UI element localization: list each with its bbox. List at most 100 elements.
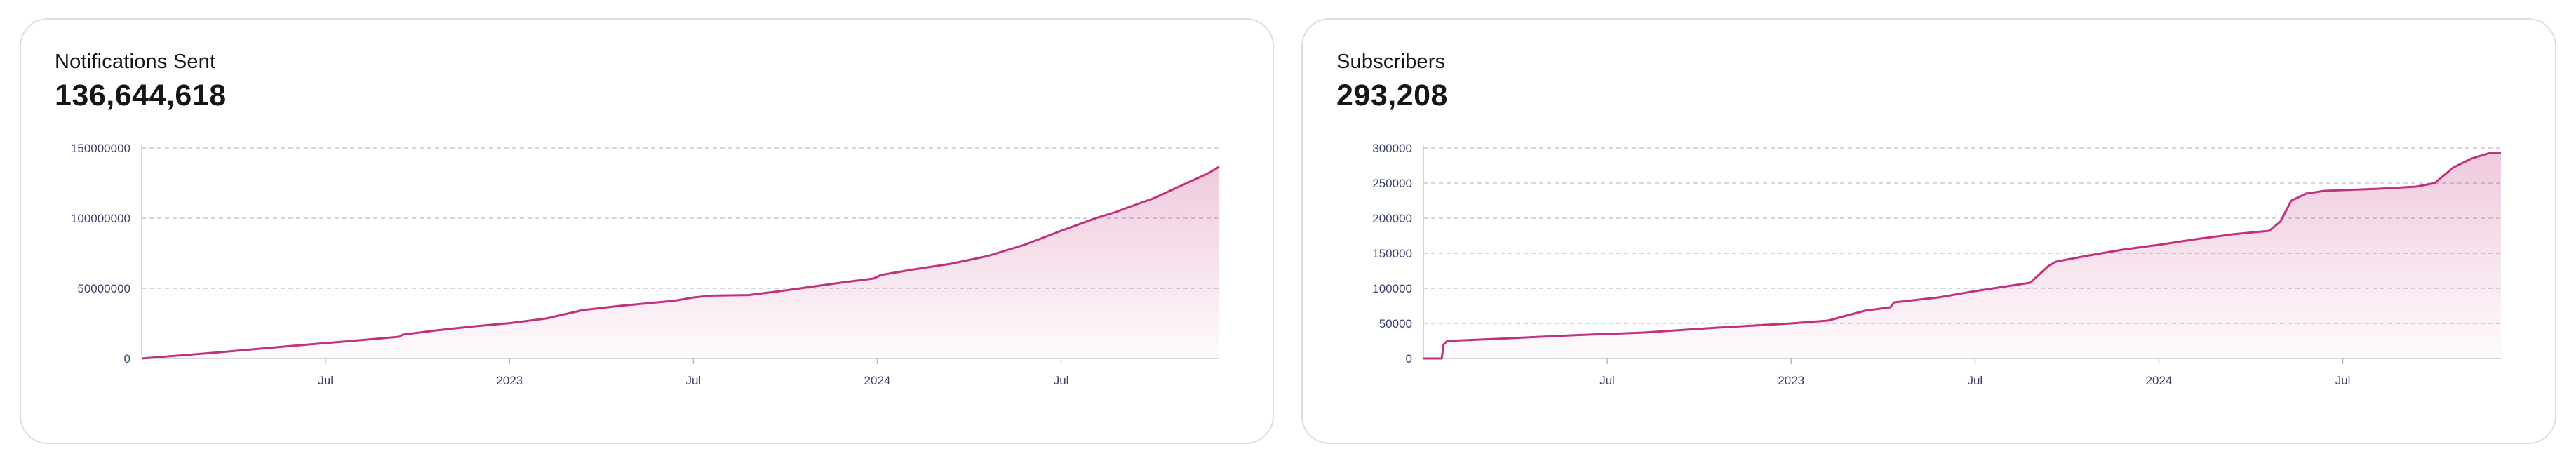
y-tick-label: 0 (124, 352, 130, 365)
y-tick-label: 150000000 (71, 142, 130, 155)
series-area (1423, 152, 2501, 359)
data-point[interactable] (433, 328, 438, 333)
data-point[interactable] (690, 295, 696, 300)
data-point[interactable] (1113, 209, 1119, 215)
data-point[interactable] (1788, 321, 1794, 326)
data-point[interactable] (2156, 242, 2162, 248)
data-point[interactable] (544, 316, 549, 321)
data-point[interactable] (1494, 336, 1500, 342)
data-point[interactable] (1642, 330, 1647, 335)
x-tick-label: Jul (1599, 374, 1615, 387)
data-point[interactable] (2469, 156, 2474, 161)
data-point[interactable] (838, 280, 843, 286)
x-tick-label: Jul (1054, 374, 1069, 387)
data-point[interactable] (878, 272, 884, 278)
data-point[interactable] (1169, 187, 1174, 193)
x-tick-label: 2024 (864, 374, 891, 387)
x-tick-label: Jul (318, 374, 333, 387)
data-point[interactable] (360, 337, 365, 343)
data-point[interactable] (1936, 295, 1941, 300)
series-line (141, 166, 1220, 360)
data-point[interactable] (2288, 198, 2294, 203)
data-point[interactable] (286, 343, 292, 349)
data-point[interactable] (2267, 228, 2272, 234)
data-point[interactable] (1205, 170, 1211, 176)
data-point[interactable] (782, 288, 788, 293)
y-tick-label: 50000 (1379, 317, 1412, 330)
data-point[interactable] (871, 276, 876, 281)
data-point[interactable] (911, 267, 917, 272)
x-tick-label: 2023 (496, 374, 523, 387)
data-point[interactable] (2413, 184, 2419, 189)
data-point[interactable] (948, 261, 953, 267)
data-point[interactable] (2053, 259, 2059, 264)
y-tick-label: 150000 (1372, 247, 1412, 260)
notifications-sent-card: Notifications Sent 136,644,618 0 50000000… (20, 18, 1274, 444)
card-title: Subscribers (1336, 51, 1446, 73)
data-point[interactable] (2119, 247, 2125, 253)
data-point[interactable] (1125, 205, 1130, 210)
data-point[interactable] (1095, 215, 1101, 220)
data-point[interactable] (1568, 333, 1574, 338)
x-tick-label: Jul (1967, 374, 1983, 387)
x-tick-label: 2024 (2146, 374, 2173, 387)
data-point[interactable] (1715, 325, 1720, 330)
y-tick-label: 100000000 (71, 212, 130, 225)
data-point[interactable] (2278, 219, 2283, 224)
data-point[interactable] (1021, 242, 1027, 248)
x-tick-label: Jul (685, 374, 701, 387)
data-point[interactable] (1891, 300, 1897, 305)
data-point[interactable] (1216, 164, 1222, 170)
data-point[interactable] (139, 356, 145, 361)
data-point[interactable] (2046, 263, 2051, 269)
data-point[interactable] (1444, 338, 1450, 344)
card-total-value: 293,208 (1336, 79, 1448, 112)
data-point[interactable] (985, 253, 991, 259)
data-point[interactable] (1972, 288, 1978, 294)
subscribers-card: Subscribers 293,208 0 50000 100000 150000 20… (1301, 18, 2556, 444)
card-total-value: 136,644,618 (55, 79, 227, 112)
data-point[interactable] (2009, 283, 2015, 288)
notifications-sent-chart: 0 50000000 100000000 150000000 Jul 2023 Jul 202… (71, 142, 1222, 387)
data-point[interactable] (1151, 196, 1156, 201)
data-point[interactable] (1421, 356, 1426, 361)
series-area (142, 166, 1219, 358)
data-point[interactable] (2377, 186, 2382, 192)
data-point[interactable] (1059, 228, 1064, 234)
data-point[interactable] (709, 293, 715, 298)
data-point[interactable] (2303, 191, 2309, 196)
x-tick-label: 2023 (1778, 374, 1804, 387)
data-point[interactable] (2498, 150, 2504, 156)
data-point[interactable] (1439, 356, 1444, 361)
data-point[interactable] (2487, 150, 2493, 156)
data-point[interactable] (507, 321, 512, 326)
data-point[interactable] (580, 307, 586, 313)
data-point[interactable] (746, 293, 751, 298)
data-point[interactable] (2083, 253, 2088, 259)
data-point[interactable] (2450, 165, 2456, 170)
x-tick-label: Jul (2335, 374, 2351, 387)
data-point[interactable] (2432, 180, 2438, 186)
y-tick-label: 100000 (1372, 282, 1412, 295)
data-point[interactable] (1825, 318, 1831, 323)
subscribers-chart: 0 50000 100000 150000 200000 250000 300000 Jul 2… (1372, 142, 2504, 387)
data-point[interactable] (1187, 179, 1193, 184)
data-point[interactable] (1888, 304, 1893, 310)
card-title: Notifications Sent (55, 51, 216, 73)
y-tick-label: 50000000 (77, 282, 130, 295)
y-tick-label: 200000 (1372, 212, 1412, 225)
data-point[interactable] (213, 350, 218, 356)
data-point[interactable] (672, 298, 678, 304)
data-point[interactable] (2321, 188, 2327, 194)
data-point[interactable] (1862, 308, 1867, 314)
data-point[interactable] (2027, 280, 2033, 286)
data-point[interactable] (617, 303, 623, 309)
data-point[interactable] (470, 323, 476, 329)
data-point[interactable] (2193, 236, 2199, 242)
data-point[interactable] (2340, 187, 2346, 193)
data-point[interactable] (562, 311, 568, 317)
y-tick-label: 300000 (1372, 142, 1412, 155)
data-point[interactable] (2229, 232, 2235, 237)
y-tick-label: 250000 (1372, 177, 1412, 190)
data-point[interactable] (400, 332, 405, 337)
